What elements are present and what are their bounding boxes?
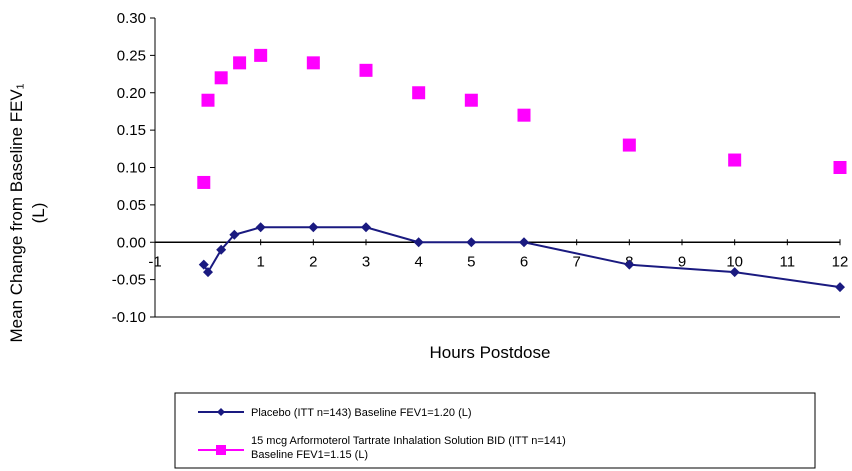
x-axis-label: Hours Postdose — [430, 343, 551, 362]
legend-placebo-label: Placebo (ITT n=143) Baseline FEV1=1.20 (… — [251, 407, 472, 419]
legend-item-arformoterol: 15 mcg Arformoterol Tartrate Inhalation … — [198, 435, 566, 461]
x-tick-label: 11 — [780, 253, 796, 270]
x-tick-label: 6 — [520, 253, 528, 270]
series-placebo-point — [308, 222, 319, 233]
series-arformoterol-point — [201, 93, 215, 107]
x-tick-label: 7 — [572, 253, 580, 270]
series-arformoterol-point — [464, 93, 478, 107]
x-tick-label: 4 — [414, 253, 422, 270]
series-placebo-point — [198, 259, 209, 270]
y-tick-label: -0.05 — [112, 272, 146, 289]
series-arformoterol-point — [214, 71, 228, 85]
series-placebo-point — [229, 229, 240, 240]
series-placebo-point — [519, 237, 529, 248]
legend-arformoterol-marker — [216, 445, 226, 455]
y-tick-label: 0.20 — [117, 85, 146, 102]
x-tick-label: 9 — [678, 253, 686, 270]
series-placebo-point — [361, 222, 371, 233]
x-tick-label: 2 — [309, 253, 317, 270]
series-arformoterol-point — [254, 48, 268, 62]
series-arformoterol-point — [233, 56, 247, 70]
series-arformoterol-point — [197, 175, 211, 189]
series-arformoterol-point — [622, 138, 636, 152]
series-placebo-point — [835, 282, 845, 293]
legend: Placebo (ITT n=143) Baseline FEV1=1.20 (… — [174, 392, 816, 469]
legend-arformoterol-label-line1: 15 mcg Arformoterol Tartrate Inhalation … — [251, 435, 566, 447]
x-tick-label: 12 — [832, 253, 849, 270]
y-axis-label: Mean Change from Baseline FEV₁ (L) — [7, 83, 48, 342]
series-placebo — [198, 222, 845, 293]
series-placebo-point — [729, 267, 740, 278]
x-tick-label: 5 — [467, 253, 475, 270]
x-tick-label: 1 — [256, 253, 264, 270]
series-placebo-point — [255, 222, 266, 233]
x-tick-label: -1 — [148, 253, 161, 270]
y-tick-label: 0.15 — [117, 122, 146, 139]
series-arformoterol-point — [412, 86, 426, 100]
series-placebo-point — [466, 237, 477, 248]
legend-arformoterol-label-line2: Baseline FEV1=1.15 (L) — [251, 449, 368, 461]
legend-item-placebo: Placebo (ITT n=143) Baseline FEV1=1.20 (… — [198, 407, 472, 419]
y-tick-label: 0.10 — [117, 160, 146, 177]
y-axis-label-line2: (L) — [29, 203, 48, 224]
series-layer — [197, 48, 847, 293]
y-tick-label: 0.25 — [117, 47, 146, 64]
x-tick-label: 10 — [726, 253, 743, 270]
series-arformoterol — [197, 48, 847, 189]
series-placebo-point — [216, 244, 227, 255]
y-tick-label: 0.30 — [117, 10, 146, 27]
series-arformoterol-point — [833, 161, 847, 174]
x-tick-label: 3 — [362, 253, 370, 270]
y-axis-label-line1: Mean Change from Baseline FEV₁ — [7, 83, 26, 342]
legend-box — [174, 392, 816, 469]
series-arformoterol-point — [728, 153, 742, 167]
series-arformoterol-point — [359, 63, 373, 77]
y-tick-label: -0.10 — [112, 309, 146, 326]
y-tick-labels: 0.30 0.25 0.20 0.15 0.10 0.05 0.00 -0.05 -0.10 — [112, 10, 146, 326]
series-placebo-point — [203, 267, 213, 278]
series-placebo-point — [413, 237, 424, 248]
x-tick-labels: -1123456789101112 — [148, 253, 848, 270]
legend-placebo-marker — [217, 408, 225, 416]
y-tick-label: 0.00 — [117, 234, 146, 251]
series-placebo-point — [624, 259, 635, 270]
series-arformoterol-point — [517, 108, 531, 122]
series-arformoterol-point — [306, 56, 320, 70]
y-tick-label: 0.05 — [117, 197, 146, 214]
